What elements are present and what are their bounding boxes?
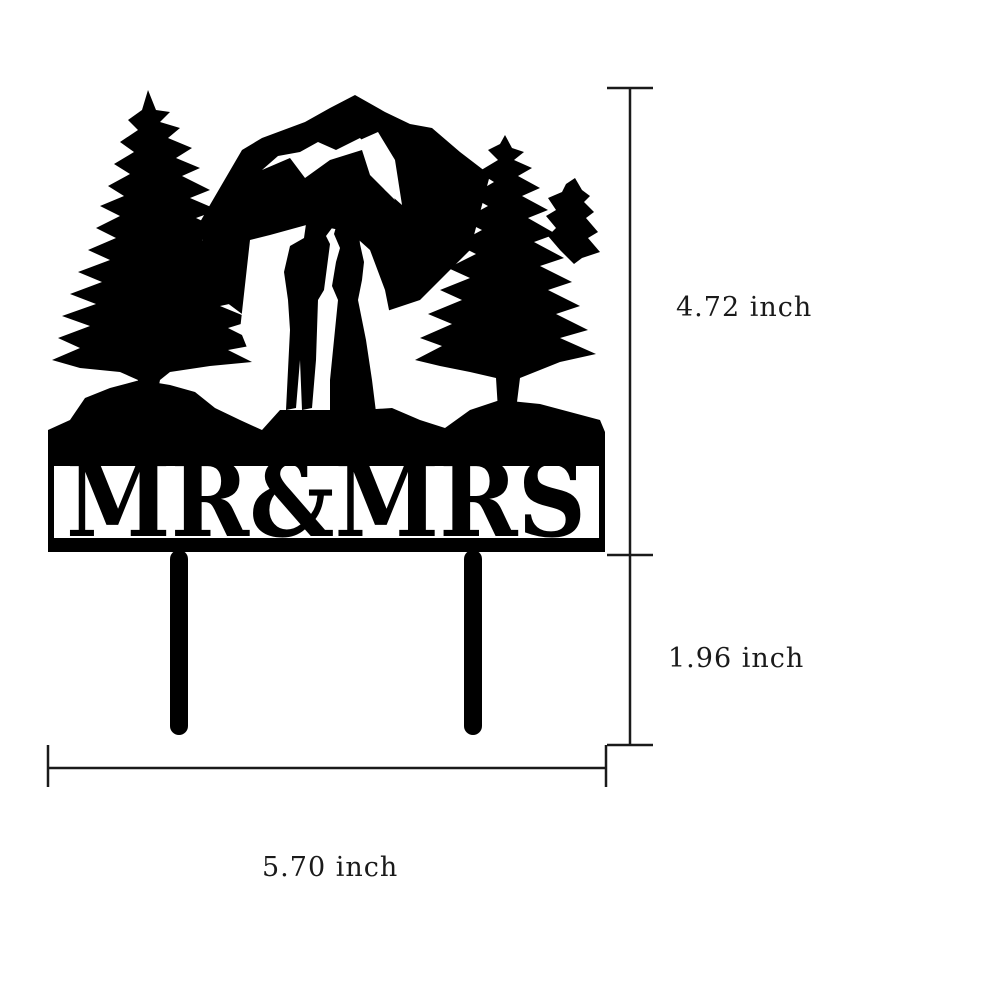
- dimension-lines: [46, 86, 653, 787]
- pine-tree-icon: [52, 90, 260, 405]
- height-top-label: 4.72 inch: [676, 292, 813, 323]
- height-stake-label: 1.96 inch: [668, 643, 805, 674]
- pine-tree-icon: [546, 178, 600, 264]
- ground-hills: [48, 380, 605, 465]
- left-stake: [170, 550, 188, 735]
- couple-silhouette-icon: [240, 208, 395, 412]
- pine-tree-icon: [415, 135, 596, 410]
- topper-base: [48, 460, 605, 552]
- topper-text: MR&MRS: [66, 438, 586, 561]
- right-stake: [464, 550, 482, 735]
- topper-stakes: [170, 550, 482, 735]
- width-label: 5.70 inch: [262, 852, 399, 883]
